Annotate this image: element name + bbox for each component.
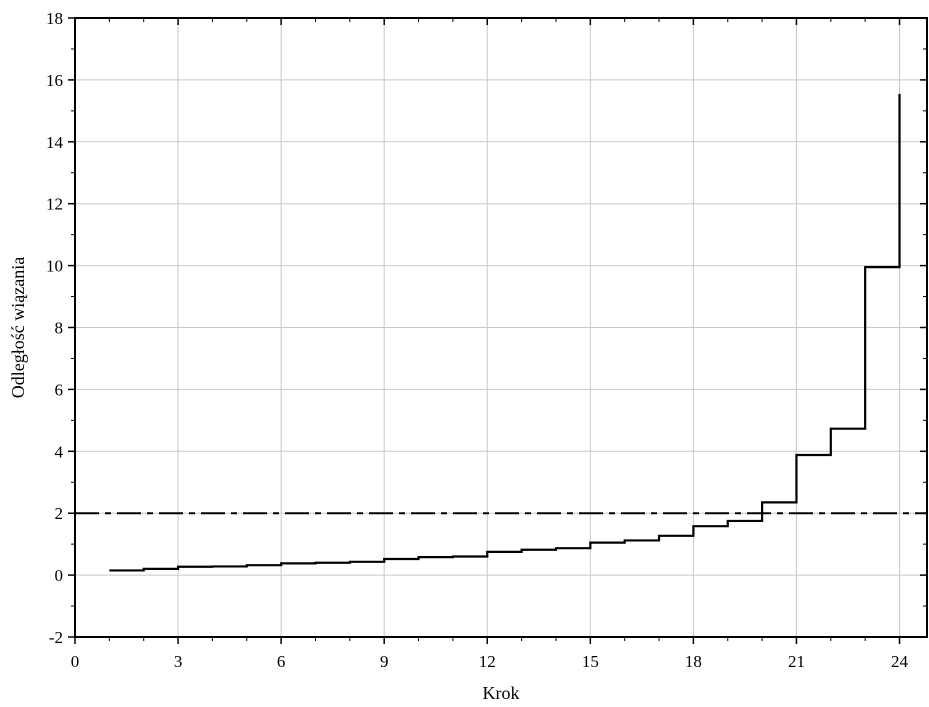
y-tick-label: -2 <box>49 628 63 647</box>
x-axis-title: Krok <box>483 683 520 703</box>
x-tick-label: 0 <box>71 652 80 671</box>
y-axis-title: Odległość wiązania <box>8 257 28 398</box>
grid-layer <box>75 18 927 637</box>
y-tick-label: 12 <box>46 195 63 214</box>
y-tick-label: 0 <box>55 566 64 585</box>
y-tick-labels: -2 0 2 4 6 8 10 12 14 16 18 <box>46 9 64 647</box>
y-tick-label: 16 <box>46 71 63 90</box>
series-layer <box>109 93 901 572</box>
y-tick-label: 6 <box>55 380 64 399</box>
x-tick-label: 15 <box>582 652 599 671</box>
series-step-line <box>109 93 901 572</box>
x-tick-label: 18 <box>685 652 702 671</box>
y-tick-label: 14 <box>46 133 64 152</box>
y-tick-label: 18 <box>46 9 63 28</box>
x-tick-label: 24 <box>891 652 909 671</box>
x-tick-label: 21 <box>788 652 805 671</box>
y-tick-label: 10 <box>46 257 63 276</box>
x-tick-label: 3 <box>174 652 183 671</box>
x-tick-label: 12 <box>479 652 496 671</box>
tick-layer <box>68 17 927 644</box>
y-tick-label: 8 <box>55 319 64 338</box>
x-tick-labels: 0 3 6 9 12 15 18 21 24 <box>71 652 909 671</box>
x-tick-label: 9 <box>380 652 389 671</box>
x-tick-label: 6 <box>277 652 286 671</box>
y-tick-label: 2 <box>55 504 64 523</box>
y-tick-label: 4 <box>55 442 64 461</box>
